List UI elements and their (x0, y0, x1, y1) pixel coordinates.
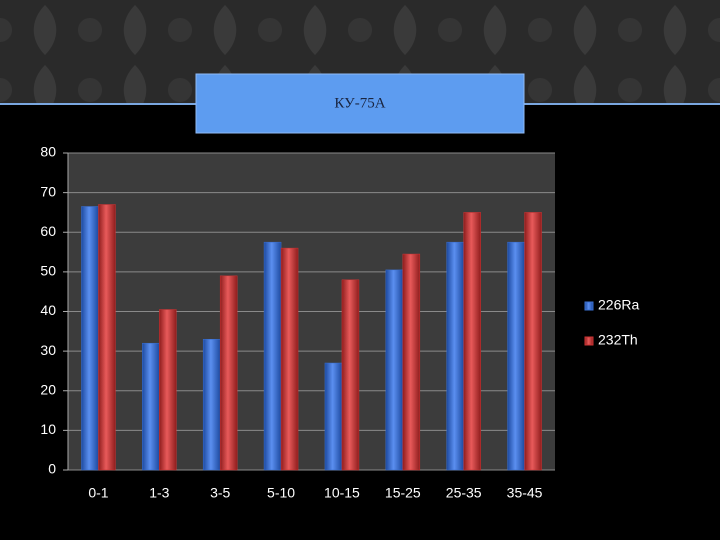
y-tick-label: 30 (40, 342, 56, 358)
x-tick-label: 15-25 (385, 485, 421, 501)
bar (524, 212, 542, 471)
bar (219, 275, 238, 471)
x-tick-label: 1-3 (149, 485, 169, 501)
y-tick-label: 20 (40, 381, 56, 397)
bar (280, 247, 299, 471)
title-box (195, 73, 525, 134)
x-tick-label: 0-1 (88, 485, 108, 501)
x-tick-label: 5-10 (267, 485, 295, 501)
bar (385, 269, 404, 471)
bar (159, 309, 177, 471)
y-tick-label: 50 (40, 263, 56, 279)
bar (463, 212, 481, 471)
y-tick-label: 0 (48, 461, 56, 477)
bar (507, 241, 525, 471)
bar (402, 253, 421, 471)
bar (263, 241, 282, 471)
legend-swatch (584, 301, 594, 311)
bar (324, 362, 343, 471)
x-tick-label: 25-35 (446, 485, 482, 501)
bar (202, 338, 221, 471)
legend-label: 226Ra (598, 297, 639, 313)
x-tick-label: 35-45 (507, 485, 543, 501)
legend-swatch (584, 336, 594, 346)
x-tick-label: 10-15 (324, 485, 360, 501)
y-tick-label: 80 (40, 144, 56, 160)
y-tick-label: 10 (40, 421, 56, 437)
bar (98, 204, 116, 471)
legend-label: 232Th (598, 332, 638, 348)
y-tick-label: 40 (40, 302, 56, 318)
chart-title: КУ-75А (334, 95, 385, 111)
y-tick-label: 70 (40, 183, 56, 199)
x-tick-label: 3-5 (210, 485, 230, 501)
bar (142, 342, 160, 471)
y-tick-label: 60 (40, 223, 56, 239)
bar (81, 206, 99, 471)
bar (341, 279, 360, 471)
bar (446, 241, 464, 471)
